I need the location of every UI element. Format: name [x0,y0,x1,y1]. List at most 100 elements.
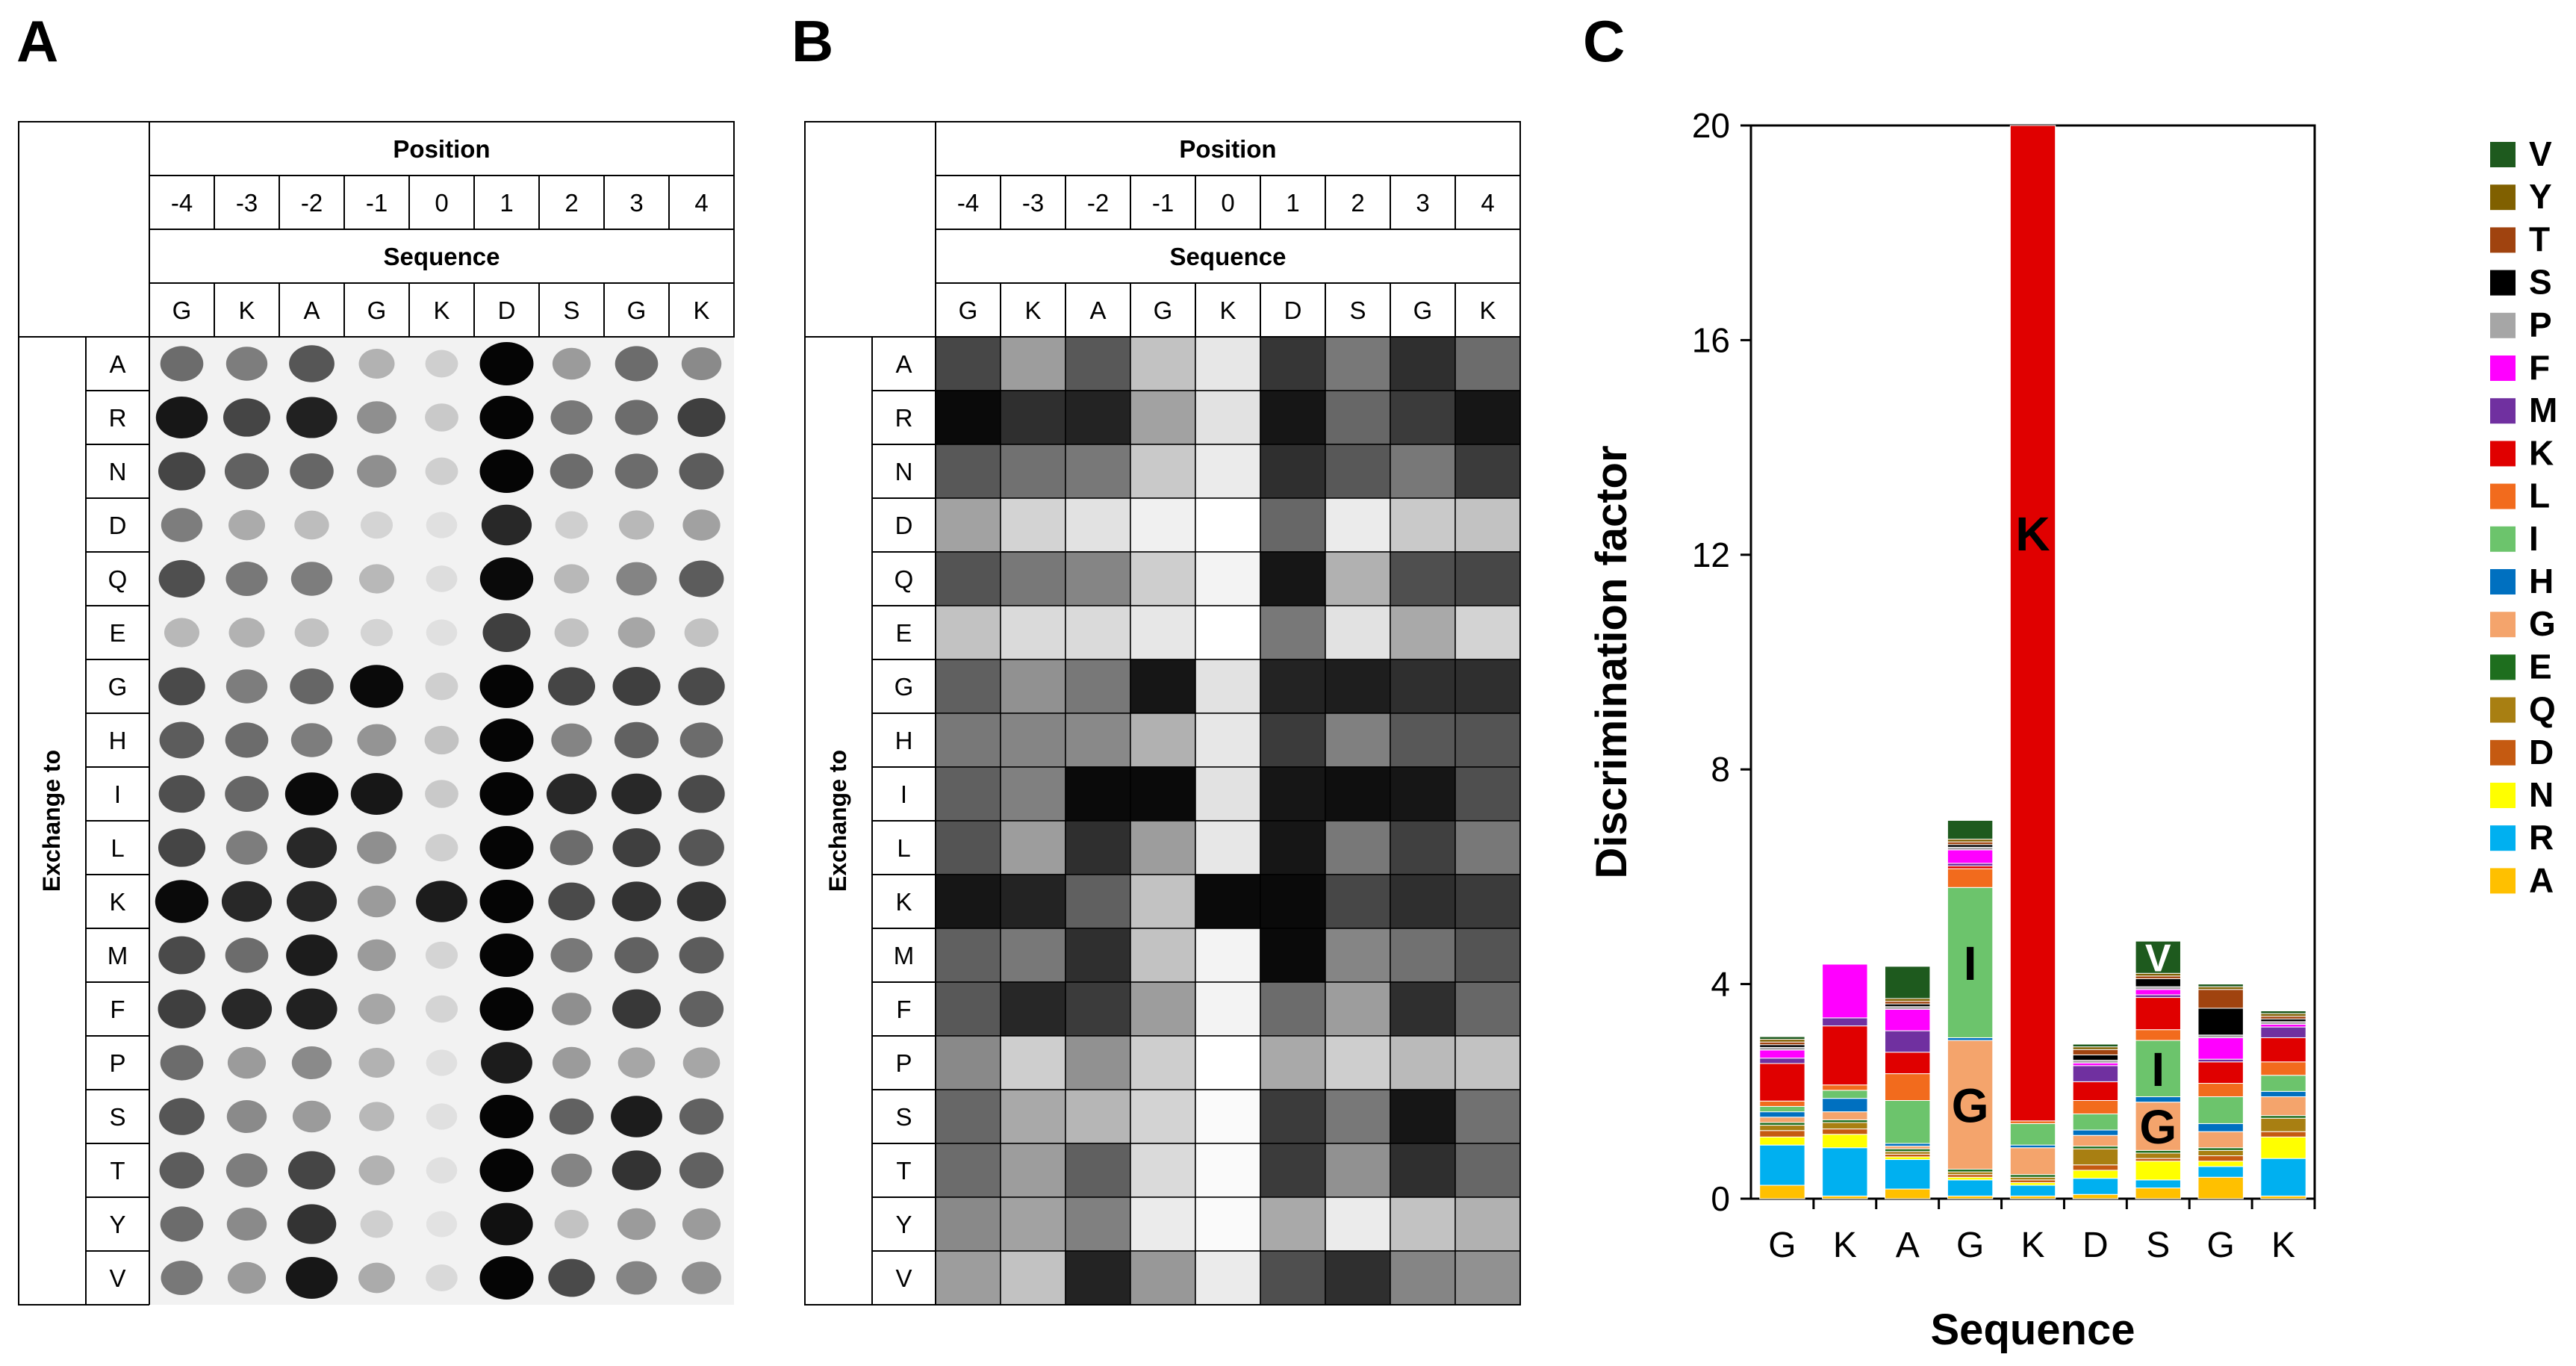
bar-segment-m [2260,1026,2306,1038]
blot-spot [158,774,205,813]
bar-segment-t [2260,1016,2306,1019]
blot-spot [480,1202,533,1246]
heatmap-cell [1390,336,1456,391]
heatmap-cell [1325,1250,1391,1306]
heatmap-cell [1390,928,1456,983]
blot-spot [225,562,268,596]
heatmap-cell [1195,1250,1261,1306]
heatmap-cell [1325,1196,1391,1252]
bar-segment-a [2197,1176,2244,1199]
heatmap-cell [1260,713,1326,768]
blot-spot [479,1256,534,1300]
bar-segment-v [2197,984,2244,987]
blot-spot [479,987,534,1031]
legend-label: A [2529,860,2554,899]
bar-annotation: K [2015,507,2050,561]
blot-spot [292,1100,332,1133]
blot-spot [358,1155,395,1185]
bar-segment-k [1759,1063,1805,1102]
blot-spot [158,667,205,706]
bar-segment-f [1885,1008,1931,1031]
sequence-residue: S [1349,297,1366,324]
bar-segment-n [2197,1161,2244,1167]
blot-spot [482,613,531,652]
heatmap-cell [935,1143,1001,1198]
heatmap-cell [1195,336,1261,391]
legend-swatch [2490,739,2516,766]
bar-segment-r [1885,1159,1931,1190]
heatmap-cell [1195,390,1261,445]
blot-spot [479,396,534,439]
bar-segment-k [1947,866,1994,869]
heatmap-cell [1130,1089,1196,1144]
heatmap-cell [1195,659,1261,714]
heatmap-cell [1390,874,1456,929]
x-tick-label: K [1833,1226,1857,1265]
heatmap-cell [1195,605,1261,660]
bar-segment-r [2009,1185,2056,1196]
bar-segment-v [1885,966,1931,999]
exchange-row-label: G [108,673,128,701]
legend-label: N [2529,775,2554,814]
exchange-row-label: Q [895,565,914,593]
blot-spot [551,723,592,757]
position-label: 2 [1351,189,1364,217]
exchange-row-label: A [109,350,125,378]
blot-spot [612,1150,662,1190]
blot-spot [617,1208,656,1241]
legend-swatch [2490,612,2516,638]
position-label: -3 [236,189,258,217]
bar-segment-g [1947,1040,1994,1170]
blot-spot [679,1098,724,1135]
blot-spot [479,342,534,385]
blot-spot [158,990,206,1028]
heatmap-cell [1325,444,1391,499]
blot-spot [614,721,659,759]
heatmap-cell [1325,713,1391,768]
heatmap-cell [1065,713,1131,768]
blot-spot [160,346,204,382]
blot-spot [617,1047,656,1078]
heatmap-cell [1130,981,1196,1037]
x-tick-label: K [2020,1226,2044,1265]
heatmap-cell [1065,1089,1131,1144]
blot-spot [290,668,334,704]
sequence-residue: G [172,297,192,324]
heatmap-cell [1130,444,1196,499]
sequence-residue: A [1089,297,1106,324]
heatmap-cell [1325,981,1391,1037]
legend-label: I [2529,519,2539,558]
bar-segment-v [1947,819,1994,840]
bar-segment-n [2135,1161,2181,1181]
blot-spot [223,398,271,437]
blot-spot [679,560,724,597]
x-tick-label: K [2271,1226,2295,1265]
heatmap-cell [1065,1035,1131,1090]
exchange-row-label: E [109,619,125,647]
heatmap-cell [1000,981,1066,1037]
position-label: 0 [1221,189,1234,217]
exchange-row-label: Q [108,565,128,593]
blot-spot [425,780,458,808]
bar-segment-p [1759,1046,1805,1051]
blot-spot [425,941,458,969]
blot-spot [426,1157,458,1184]
bar-segment-q [2260,1117,2306,1132]
blot-spot [224,453,270,490]
bar-segment-l [2009,1120,2056,1124]
sequence-residue: K [433,297,449,324]
bar-segment-l [2260,1061,2306,1076]
bar-segment-e [2072,1146,2119,1149]
blot-spot [155,396,208,439]
blot-spot [290,723,333,757]
bar-annotation: G [2139,1100,2177,1154]
heatmap-cell [1455,1089,1521,1144]
heatmap-cell [1000,390,1066,445]
bar-segment-k [2197,1061,2244,1084]
blot-spot [548,882,595,921]
position-label: -2 [1087,189,1109,217]
bar-segment-h [2072,1129,2119,1136]
blot-spot [225,776,269,812]
heatmap-cell [1260,497,1326,553]
blot-spot [549,1098,594,1135]
